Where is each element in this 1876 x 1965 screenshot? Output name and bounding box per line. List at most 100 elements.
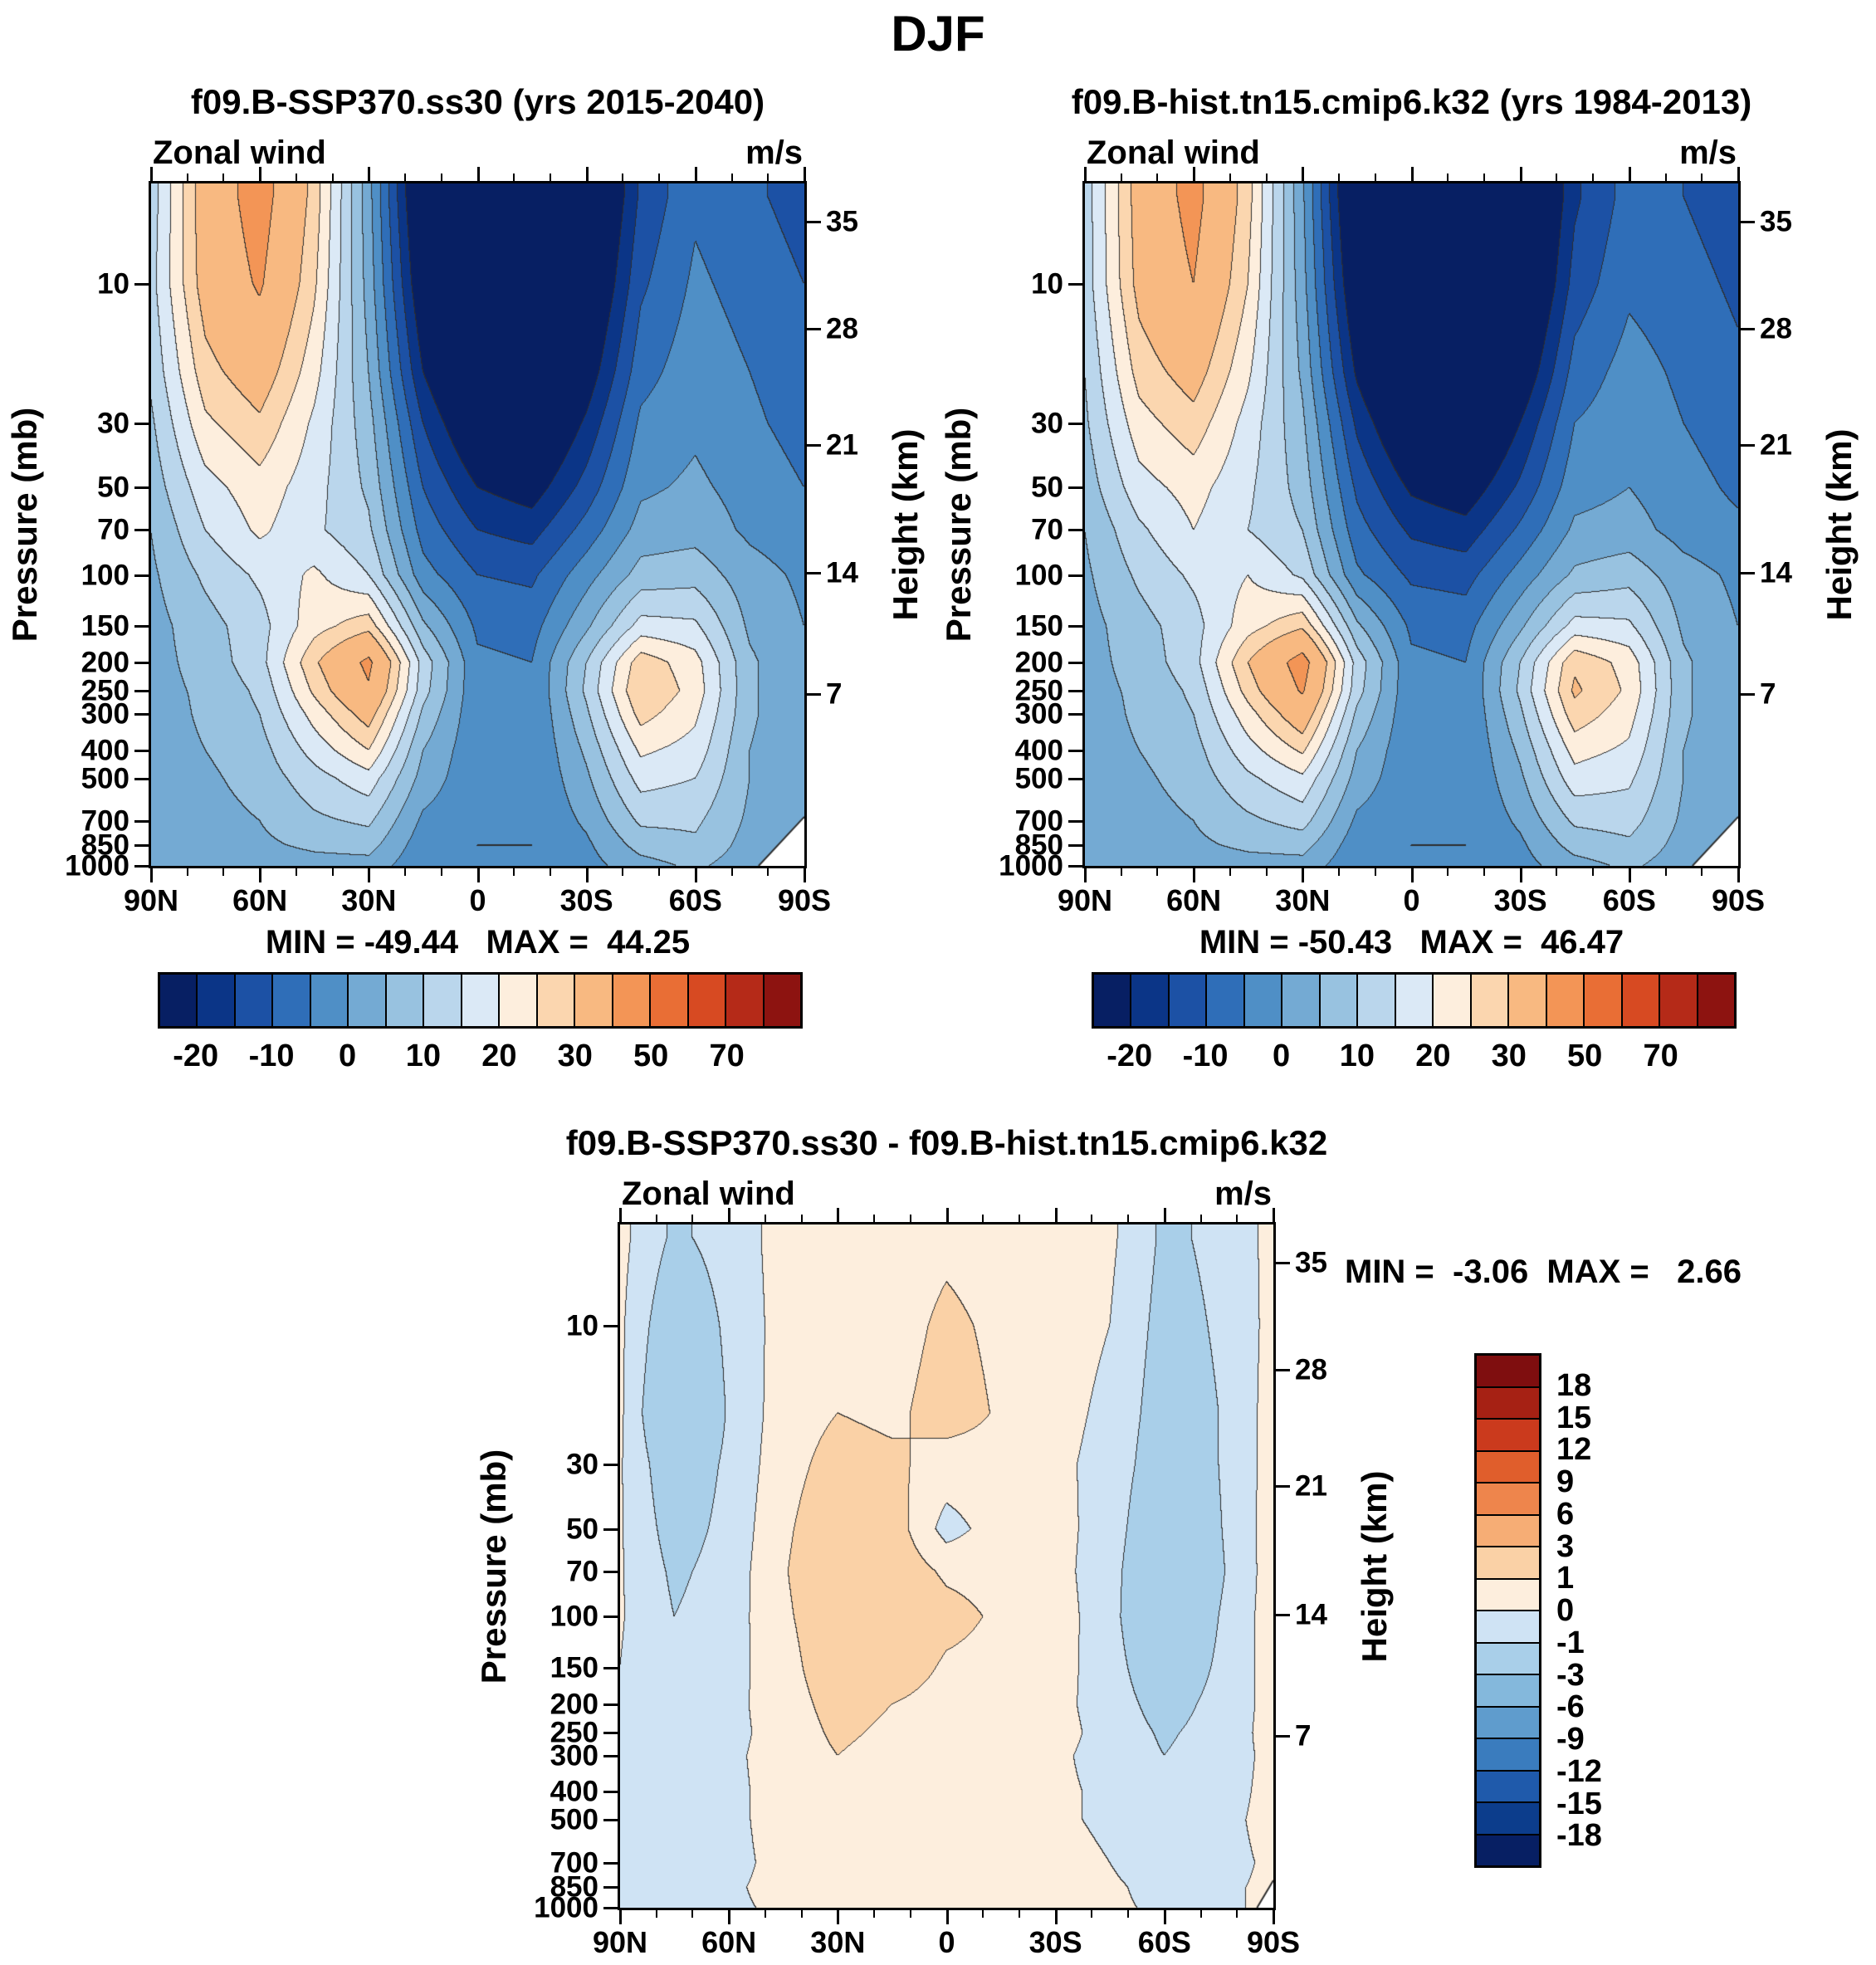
x-major-tick bbox=[945, 1910, 949, 1924]
colorbar-tick-label: 12 bbox=[1556, 1432, 1592, 1468]
height-tick bbox=[1741, 221, 1755, 224]
min-max-label: MIN = -50.43 MAX = 46.47 bbox=[1199, 924, 1624, 961]
height-tick bbox=[807, 443, 821, 447]
x-minor-tick bbox=[764, 1910, 766, 1918]
pressure-tick-label: 850 bbox=[1014, 829, 1063, 862]
colorbar-swatch bbox=[574, 975, 612, 1026]
pressure-tick-label: 50 bbox=[566, 1513, 598, 1546]
colorbar-tick-label: 50 bbox=[1567, 1039, 1603, 1073]
x-minor-tick bbox=[767, 868, 769, 876]
pressure-tick bbox=[1068, 712, 1082, 716]
colorbar-tick-label: 10 bbox=[1339, 1039, 1375, 1073]
units-label: m/s bbox=[1679, 134, 1737, 171]
latitude-tick-label: 60S bbox=[668, 883, 722, 917]
colorbar-swatch bbox=[1477, 1705, 1539, 1738]
height-tick bbox=[1741, 443, 1755, 447]
x-minor-tick bbox=[1156, 868, 1159, 876]
x-minor-tick bbox=[1374, 174, 1376, 181]
colorbar-swatches bbox=[1092, 972, 1737, 1029]
height-tick bbox=[1276, 1734, 1290, 1738]
colorbar-swatch bbox=[1167, 975, 1206, 1026]
x-major-tick bbox=[1193, 167, 1196, 181]
pressure-tick bbox=[134, 690, 149, 693]
pressure-tick-label: 50 bbox=[97, 471, 129, 504]
colorbar-swatch bbox=[1130, 975, 1168, 1026]
pressure-tick-label: 150 bbox=[550, 1651, 598, 1684]
x-major-tick bbox=[1410, 167, 1414, 181]
pressure-tick bbox=[134, 662, 149, 665]
colorbar-swatch bbox=[1432, 975, 1470, 1026]
x-minor-tick bbox=[764, 1215, 766, 1222]
x-minor-tick bbox=[186, 868, 188, 876]
colorbar-swatch bbox=[762, 975, 800, 1026]
colorbar-swatch bbox=[1507, 975, 1546, 1026]
pressure-tick bbox=[1068, 819, 1082, 823]
height-tick-label: 14 bbox=[1760, 556, 1792, 589]
pressure-tick-label: 850 bbox=[550, 1870, 598, 1904]
x-minor-tick bbox=[440, 868, 442, 876]
colorbar-swatch bbox=[725, 975, 763, 1026]
pressure-tick bbox=[603, 1463, 618, 1466]
x-minor-tick bbox=[404, 868, 407, 876]
x-minor-tick bbox=[1265, 174, 1268, 181]
x-minor-tick bbox=[730, 174, 733, 181]
colorbar-tick-label: 30 bbox=[557, 1039, 593, 1073]
pressure-tick bbox=[603, 1324, 618, 1327]
x-major-tick bbox=[259, 167, 262, 181]
x-minor-tick bbox=[1236, 1910, 1238, 1918]
x-minor-tick bbox=[1483, 174, 1485, 181]
x-minor-tick bbox=[1156, 174, 1159, 181]
latitude-tick-label: 60N bbox=[232, 883, 288, 917]
colorbar: -20 -10 0 10 20 30 50 70 bbox=[158, 972, 803, 1072]
pressure-tick-label: 70 bbox=[1031, 513, 1063, 546]
colorbar-swatch bbox=[1583, 975, 1621, 1026]
pressure-tick-label: 1000 bbox=[534, 1891, 598, 1924]
colorbar-swatches bbox=[158, 972, 803, 1029]
colorbar-swatch bbox=[1477, 1356, 1539, 1386]
colorbar-swatch bbox=[535, 975, 574, 1026]
x-major-tick bbox=[259, 868, 262, 882]
colorbar-tick-label: 50 bbox=[633, 1039, 669, 1073]
x-major-tick bbox=[728, 1910, 731, 1924]
difference-colorbar: 18 15 12 9 6 3 1 0 -1 -3 -6 -9 -12 -15 -18 bbox=[1474, 1353, 1602, 1868]
x-minor-tick bbox=[1127, 1215, 1130, 1222]
pressure-tick-label: 700 bbox=[81, 804, 129, 838]
height-tick bbox=[1276, 1369, 1290, 1372]
colorbar-swatch bbox=[1477, 1418, 1539, 1450]
x-minor-tick bbox=[1592, 174, 1595, 181]
colorbar-swatch bbox=[384, 975, 423, 1026]
height-tick bbox=[1276, 1262, 1290, 1265]
x-major-tick bbox=[1084, 167, 1087, 181]
x-major-tick bbox=[1737, 868, 1740, 882]
latitude-tick-label: 30S bbox=[559, 883, 613, 917]
panel-title: f09.B-SSP370.ss30 - f09.B-hist.tn15.cmip… bbox=[565, 1123, 1328, 1162]
colorbar-swatch bbox=[1477, 1801, 1539, 1834]
x-major-tick bbox=[1302, 868, 1305, 882]
height-tick-label: 35 bbox=[826, 205, 858, 238]
colorbar-tick-label: -10 bbox=[1182, 1039, 1229, 1073]
x-major-tick bbox=[619, 1910, 622, 1924]
x-major-tick bbox=[150, 167, 153, 181]
x-minor-tick bbox=[331, 868, 334, 876]
pressure-tick bbox=[134, 865, 149, 868]
panel-hist: f09.B-hist.tn15.cmip6.k32 (yrs 1984-2013… bbox=[939, 82, 1859, 1072]
pressure-tick-label: 700 bbox=[1014, 804, 1063, 838]
colorbar-swatch bbox=[611, 975, 650, 1026]
pressure-tick-label: 150 bbox=[81, 609, 129, 643]
latitude-tick-label: 90S bbox=[777, 883, 832, 917]
x-minor-tick bbox=[1120, 868, 1122, 876]
pressure-tick-label: 30 bbox=[566, 1448, 598, 1481]
colorbar-tick-label: 3 bbox=[1556, 1528, 1575, 1564]
x-minor-tick bbox=[513, 174, 515, 181]
pressure-tick bbox=[603, 1703, 618, 1706]
x-minor-tick bbox=[1091, 1910, 1093, 1918]
colorbar-swatch bbox=[1394, 975, 1433, 1026]
x-minor-tick bbox=[909, 1215, 911, 1222]
x-minor-tick bbox=[658, 174, 661, 181]
pressure-tick bbox=[134, 749, 149, 752]
colorbar-swatch bbox=[1318, 975, 1357, 1026]
x-major-tick bbox=[1737, 167, 1740, 181]
pressure-tick bbox=[603, 1667, 618, 1670]
height-tick bbox=[1741, 328, 1755, 331]
colorbar-swatch bbox=[1659, 975, 1697, 1026]
